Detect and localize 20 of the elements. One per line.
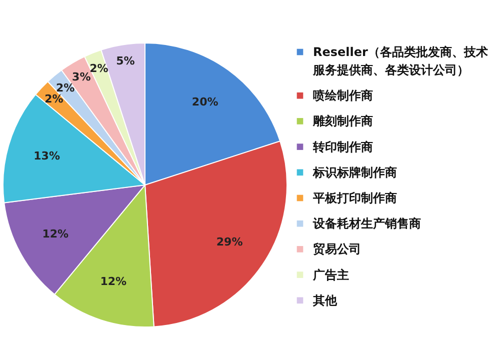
data-label: 2% bbox=[44, 92, 64, 106]
data-label: 12% bbox=[100, 275, 127, 288]
data-label: 2% bbox=[90, 62, 108, 75]
data-label: 5% bbox=[116, 54, 135, 68]
legend-label: 平板打印制作商 bbox=[312, 191, 397, 205]
legend-label: 标识标牌制作商 bbox=[312, 165, 397, 180]
legend-label: 设备耗材生产销售商 bbox=[312, 216, 421, 231]
legend-label: 转印制作商 bbox=[312, 140, 373, 154]
data-label: 29% bbox=[216, 235, 243, 248]
data-label: 12% bbox=[42, 227, 69, 240]
legend-label: 雕刻制作商 bbox=[312, 114, 373, 128]
legend-label: 广告主 bbox=[312, 268, 349, 282]
legend-label: Reseller（各品类批发商、技术服务提供商、各类设计公司） bbox=[312, 45, 488, 77]
legend-label: 贸易公司 bbox=[313, 242, 361, 256]
data-label: 3% bbox=[72, 70, 91, 84]
legend-label: 喷绘制作商 bbox=[313, 88, 373, 103]
data-label: 20% bbox=[192, 95, 218, 108]
data-label: 2% bbox=[56, 82, 75, 95]
legend-label: 其他 bbox=[312, 293, 338, 308]
data-label: 13% bbox=[34, 149, 60, 162]
